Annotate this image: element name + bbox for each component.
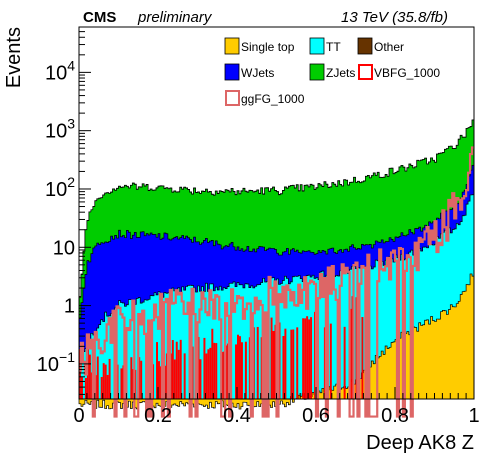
- y-tick-label: 10−1: [37, 349, 75, 376]
- x-tick-label: 0.2: [144, 405, 172, 427]
- vbfg-bar: [156, 342, 158, 399]
- vbfg-bar: [296, 327, 299, 399]
- y-tick-label: 10: [53, 237, 75, 259]
- vbfg-bar: [203, 337, 206, 399]
- y-axis-label: Events: [3, 27, 25, 88]
- y-tick-label: 1: [64, 296, 75, 318]
- legend-item-ggfg-1000: ggFG_1000: [225, 90, 305, 106]
- legend-swatch: [224, 37, 240, 55]
- vbfg-bar: [284, 328, 287, 399]
- vbfg-bar: [256, 326, 259, 399]
- vbfg-bar: [308, 319, 311, 399]
- vbfg-bar: [175, 341, 178, 399]
- vbfg-bar: [343, 326, 346, 399]
- legend-item-vbfg-1000: VBFG_1000: [358, 64, 440, 80]
- x-axis-label: Deep AK8 Z: [366, 432, 474, 454]
- vbfg-bar: [240, 342, 243, 399]
- x-tick-label: 0.6: [302, 405, 330, 427]
- legend-label: VBFG_1000: [374, 66, 440, 80]
- y-tick-label: 104: [45, 57, 75, 84]
- vbfg-bar: [282, 336, 285, 399]
- vbfg-bar: [211, 328, 214, 399]
- vbfg-bar: [329, 323, 332, 399]
- vbfg-bar: [177, 349, 180, 399]
- vbfg-bar: [158, 361, 160, 399]
- legend-item-zjets: ZJets: [309, 63, 355, 81]
- vbfg-bar: [140, 360, 143, 399]
- y-tick-label: 103: [45, 116, 75, 143]
- legend-label: WJets: [241, 66, 274, 80]
- legend-item-tt: TT: [309, 37, 341, 55]
- energy-label: 13 TeV (35.8/fb): [341, 9, 448, 26]
- vbfg-bar: [235, 344, 237, 399]
- vbfg-bar: [120, 368, 123, 399]
- vbfg-bar: [106, 374, 109, 399]
- x-tick-label: 0: [73, 405, 84, 427]
- vbfg-bar: [270, 317, 273, 399]
- vbfg-bar: [215, 343, 218, 399]
- outline-layer: [79, 146, 474, 418]
- legend-item-single-top: Single top: [224, 37, 295, 55]
- x-tick-label: 1: [468, 405, 479, 427]
- x-tick-label: 0.4: [223, 405, 251, 427]
- vbfg-bar: [237, 334, 239, 399]
- vbfg-bar: [304, 318, 307, 399]
- vbfg-bar: [88, 354, 91, 399]
- vbfg-bar: [108, 358, 111, 399]
- vbfg-bar: [102, 363, 105, 399]
- legend-swatch: [357, 37, 373, 55]
- vbfg-bar: [272, 330, 275, 399]
- tick-layer: 0 0.2 0.4 0.6 0.8 1 10−1 1 10 102 103 104: [37, 26, 480, 427]
- legend-label: Single top: [241, 40, 295, 54]
- vbfg-bar: [104, 364, 107, 399]
- legend-swatch: [224, 63, 240, 81]
- vbfg-bar: [183, 353, 186, 399]
- legend-item-other: Other: [357, 37, 404, 55]
- vbfg-bar: [179, 339, 182, 399]
- legend-swatch: [309, 63, 325, 81]
- vbfg-bar: [96, 356, 99, 399]
- vbfg-bar: [79, 349, 81, 399]
- legend-label: ggFG_1000: [241, 92, 305, 106]
- vbfg-bar: [84, 378, 87, 399]
- legend-swatch: [358, 64, 373, 80]
- legend-label: Other: [374, 40, 404, 54]
- legend: Single top TT Other WJets ZJets VBFG_1000 ggFG…: [224, 37, 440, 106]
- vbfg-bar: [207, 349, 210, 399]
- vbfg-bar: [205, 353, 208, 399]
- ggfg-outline: [79, 146, 474, 418]
- y-tick-label: 102: [45, 174, 75, 201]
- vbfg-bar: [213, 342, 216, 399]
- legend-item-wjets: WJets: [224, 63, 274, 81]
- vbfg-bar: [290, 329, 293, 399]
- legend-label: ZJets: [326, 66, 355, 80]
- vbfg-bar: [244, 341, 247, 399]
- vbfg-bar: [302, 318, 305, 399]
- legend-swatch: [309, 37, 325, 55]
- vbfg-bar: [100, 376, 103, 399]
- vbfg-bar: [130, 357, 133, 399]
- legend-swatch: [225, 90, 240, 106]
- vbfg-bar: [238, 336, 241, 399]
- vbfg-bar: [306, 316, 309, 399]
- vbfg-bar: [80, 377, 83, 399]
- x-tick-label: 0.8: [381, 405, 409, 427]
- vbfg-bar: [361, 317, 364, 399]
- status-label: preliminary: [137, 9, 213, 26]
- vbfg-bar: [310, 317, 313, 399]
- vbfg-bar: [209, 347, 212, 399]
- vbfg-bar: [171, 340, 174, 399]
- vbfg-bar: [292, 329, 295, 399]
- legend-label: TT: [326, 40, 341, 54]
- vbfg-bar: [199, 359, 202, 399]
- vbfg-bar: [173, 359, 176, 399]
- experiment-label: CMS: [83, 9, 116, 26]
